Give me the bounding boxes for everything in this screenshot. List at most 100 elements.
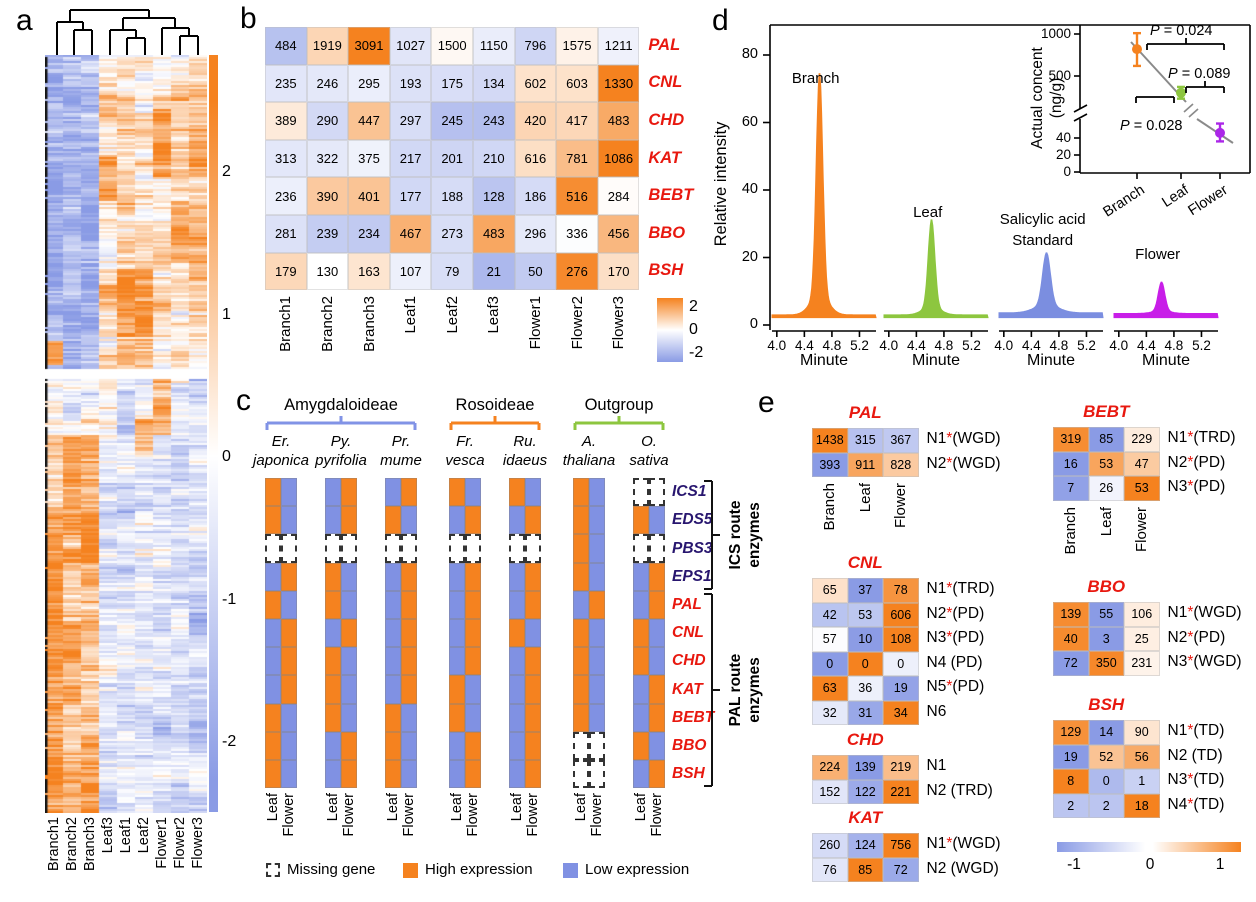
- c-cell-PBS3-2: [325, 534, 341, 563]
- e-col-label-BEBT-Branch-text: Branch: [1062, 506, 1080, 555]
- d-ytick-60: 60: [741, 113, 758, 130]
- e-cell-CNL-N1-0: 65: [812, 578, 848, 603]
- c-cell-ICS1-12: [633, 478, 649, 507]
- c-species-epithet-pyrifolia: pyrifolia: [315, 452, 367, 469]
- c-cell-KAT-12: [633, 675, 649, 704]
- d-inset-ytick-40: 40: [1055, 130, 1071, 145]
- c-cell-PBS3-7: [465, 534, 481, 563]
- c-row-label-PBS3: PBS3: [672, 539, 713, 557]
- c-cell-PBS3-4: [385, 534, 401, 563]
- c-cell-CNL-2: [325, 619, 341, 648]
- e-family-title-CNL: CNL: [847, 553, 883, 572]
- significance-star: *: [1187, 429, 1194, 447]
- c-cell-KAT-11: [589, 675, 605, 704]
- c-col-label-flower-2-text: Flower: [401, 793, 417, 837]
- e-cell-CNL-N4-0: 0: [812, 651, 848, 676]
- c-cell-EDS5-10: [573, 506, 589, 535]
- colorbar-e-tick-1: 1: [1215, 856, 1225, 873]
- panel-a-col-label-Branch1: Branch1: [45, 817, 63, 900]
- panel-b-col-label-Branch1-text: Branch1: [277, 296, 295, 352]
- d-inset-ytick-1000: 1000: [1040, 26, 1071, 41]
- colorbar-a-tick--1: -1: [222, 591, 237, 608]
- e-cell-CNL-N1-2: 78: [883, 578, 919, 603]
- b-heatmap-cell: 79: [431, 252, 473, 291]
- c-col-label-flower-5: Flower: [588, 793, 606, 855]
- colorbar-b-tick-2: 2: [689, 298, 698, 315]
- e-cell-CNL-N5-2: 19: [883, 676, 919, 701]
- e-col-label-BEBT-Flower: Flower: [1132, 507, 1151, 569]
- c-cell-PBS3-9: [525, 534, 541, 563]
- b-heatmap-cell: 234: [348, 215, 390, 253]
- b-heatmap-cell: 456: [597, 215, 640, 253]
- p-italic: P: [1168, 66, 1178, 82]
- panel-a-col-label-Flower2: Flower2: [171, 817, 189, 900]
- group-braces: [265, 416, 665, 430]
- e-row-label-BEBT-N1: N1*(TRD): [1167, 429, 1236, 447]
- b-heatmap-cell: 170: [597, 252, 640, 291]
- c-cell-CNL-11: [589, 619, 605, 648]
- b-heatmap-cell: 313: [265, 139, 307, 178]
- c-species-abbr-O.: O.: [641, 433, 657, 450]
- b-heatmap-cell: 128: [473, 177, 515, 215]
- d-inset-pvalue-1: P = 0.089: [1168, 66, 1231, 82]
- c-cell-EDS5-2: [325, 506, 341, 535]
- c-legend-low-label: Low expression: [585, 861, 690, 878]
- c-cell-EPS1-0: [265, 562, 281, 591]
- d-xtick-3-4: 4.0: [1109, 338, 1129, 353]
- panel-a-col-label-Leaf2-text: Leaf2: [136, 817, 152, 854]
- c-cell-CHD-8: [509, 647, 525, 676]
- e-cell-BEBT-N2-0: 16: [1053, 451, 1089, 476]
- e-row-label-KAT-N2: N2 (WGD): [926, 859, 999, 877]
- e-cell-BSH-N2-0: 19: [1053, 744, 1089, 769]
- panel-a-col-label-Branch2-text: Branch2: [64, 817, 80, 872]
- colorbar-a-tick--2: -2: [222, 733, 237, 750]
- e-col-label-PAL-Branch-text: Branch: [821, 483, 839, 531]
- c-cell-BSH-3: [341, 760, 357, 789]
- c-cell-CHD-0: [265, 647, 281, 676]
- c-col-label-flower-4: Flower: [524, 793, 542, 855]
- e-row-label-BSH-N4: N4*(TD): [1167, 795, 1225, 813]
- significance-star: *: [1187, 478, 1194, 496]
- e-cell-BEBT-N1-0: 319: [1053, 427, 1089, 452]
- e-cell-BBO-N3-2: 231: [1124, 651, 1160, 676]
- d-ytick-0: 0: [749, 316, 758, 332]
- d-xtick-1-4: 4.0: [879, 338, 899, 353]
- d-x-axis-label-1: Minute: [911, 352, 961, 369]
- c-cell-BEBT-0: [265, 703, 281, 732]
- c-cell-BBO-6: [449, 731, 465, 760]
- c-cell-KAT-1: [281, 675, 297, 704]
- c-species-abbr-Er.: Er.: [271, 433, 291, 450]
- d-inset-ytick-500: 500: [1048, 68, 1071, 83]
- c-cell-EPS1-10: [573, 562, 589, 591]
- d-xtick-0-5.2: 5.2: [850, 338, 869, 353]
- d-y-axis-label: Relative intensity: [711, 118, 731, 250]
- c-cell-EDS5-12: [633, 506, 649, 535]
- c-cell-ICS1-10: [573, 478, 589, 507]
- d-xtick-0-4.8: 4.8: [822, 338, 842, 353]
- e-cell-BEBT-N2-1: 53: [1088, 451, 1124, 476]
- c-cell-CHD-4: [385, 647, 401, 676]
- c-cell-BBO-0: [265, 731, 281, 760]
- e-cell-BSH-N4-0: 2: [1053, 793, 1089, 818]
- c-cell-CNL-8: [509, 619, 525, 648]
- d-xtick-2-4.8: 4.8: [1049, 338, 1069, 353]
- d-ytick-20: 20: [741, 248, 758, 265]
- b-heatmap-cell: 235: [265, 64, 307, 103]
- e-cell-CNL-N6-0: 32: [812, 700, 848, 725]
- panel-a-col-label-Flower2-text: Flower2: [172, 817, 188, 869]
- b-heatmap-cell: 602: [514, 64, 557, 103]
- panel-b-col-label-Flower1: Flower1: [526, 296, 545, 380]
- d-series-label-Leaf-0: Leaf: [913, 204, 943, 221]
- colorbar-a-tick-0: 0: [222, 448, 231, 465]
- c-cell-PAL-7: [465, 590, 481, 619]
- colorbar-a-tick-1: 1: [222, 306, 231, 323]
- c-cell-PAL-11: [589, 590, 605, 619]
- e-cell-CNL-N4-1: 0: [847, 651, 883, 676]
- b-heatmap-cell: 107: [389, 252, 432, 291]
- e-cell-BBO-N1-0: 139: [1053, 602, 1089, 627]
- d-xtick-3-4.4: 4.4: [1136, 338, 1156, 353]
- c-cell-BEBT-10: [573, 703, 589, 732]
- b-heatmap-cell: 273: [431, 215, 473, 253]
- e-cell-KAT-N1-0: 260: [812, 833, 848, 858]
- c-cell-CNL-6: [449, 619, 465, 648]
